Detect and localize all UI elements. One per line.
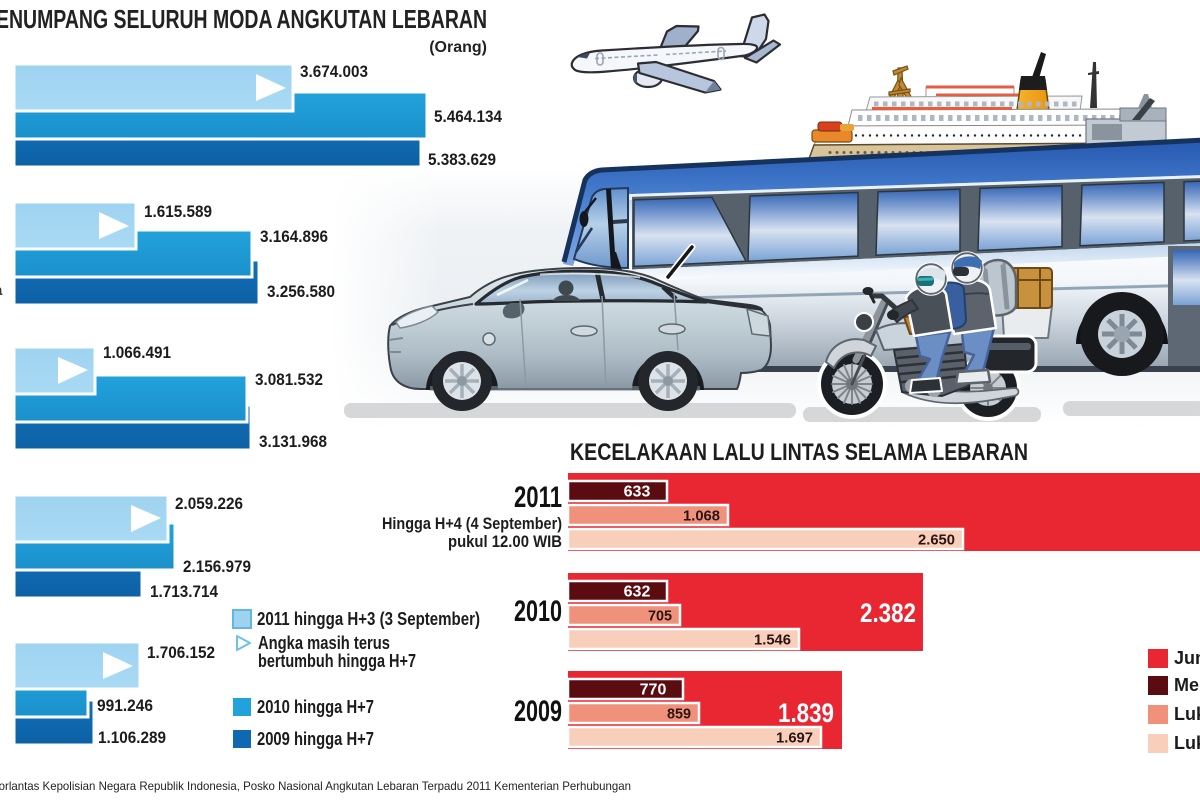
svg-text:Luka berat: Luka berat [1174,704,1200,724]
svg-text:2.650: 2.650 [918,532,955,549]
svg-text:(Orang): (Orang) [429,39,487,56]
svg-text:2009 hingga H+7: 2009 hingga H+7 [257,729,374,749]
svg-text:770: 770 [640,682,667,699]
svg-text:1.706.152: 1.706.152 [147,644,215,662]
svg-text:3.164.896: 3.164.896 [260,228,328,246]
svg-text:3.674.003: 3.674.003 [300,63,368,81]
svg-text:1.713.714: 1.713.714 [150,583,219,601]
svg-text:3.081.532: 3.081.532 [255,371,323,389]
svg-text:1.615.589: 1.615.589 [144,203,212,221]
svg-text:pukul 12.00 WIB: pukul 12.00 WIB [448,533,562,551]
svg-text:KECELAKAAN LALU LINTAS SELAMA: KECELAKAAN LALU LINTAS SELAMA LEBARAN [570,439,1028,466]
svg-text:Luka ringan: Luka ringan [1174,733,1200,753]
svg-text:1.697: 1.697 [776,730,813,747]
svg-text:Angka masih terus: Angka masih terus [258,633,390,653]
svg-text:633: 633 [624,484,651,501]
svg-text:991.246: 991.246 [97,697,153,715]
svg-text:PENUMPANG SELURUH MODA ANGKUTA: PENUMPANG SELURUH MODA ANGKUTAN LEBARAN [0,4,487,34]
svg-text:1.068: 1.068 [683,508,720,525]
svg-text:5.464.134: 5.464.134 [434,108,503,126]
svg-text:5.383.629: 5.383.629 [428,151,496,169]
svg-text:Hingga H+4 (4 September): Hingga H+4 (4 September) [382,515,562,533]
svg-text:2.382: 2.382 [860,598,916,628]
svg-text:Jumlah kecelakaan: Jumlah kecelakaan [1174,648,1200,668]
svg-text:Meninggal: Meninggal [1174,675,1200,695]
svg-text:2010 hingga H+7: 2010 hingga H+7 [257,697,374,717]
svg-text:3.131.968: 3.131.968 [259,433,327,451]
svg-text:Korlantas Kepolisian Negara Re: Korlantas Kepolisian Negara Republik Ind… [0,779,631,793]
svg-text:2.156.979: 2.156.979 [183,558,251,576]
svg-text:1.546: 1.546 [754,632,791,649]
svg-text:1.839: 1.839 [778,698,834,728]
svg-text:859: 859 [667,706,691,723]
svg-text:2011: 2011 [514,481,562,514]
svg-text:1.066.491: 1.066.491 [103,344,171,362]
svg-text:632: 632 [624,584,651,601]
svg-text:2011 hingga H+3 (3 September): 2011 hingga H+3 (3 September) [257,609,480,629]
svg-text:1.106.289: 1.106.289 [98,729,166,747]
svg-text:705: 705 [648,608,672,625]
svg-text:bertumbuh hingga H+7: bertumbuh hingga H+7 [258,651,416,671]
svg-text:a: a [0,282,3,299]
svg-text:2009: 2009 [514,695,562,728]
svg-text:3.256.580: 3.256.580 [267,283,335,301]
svg-text:2010: 2010 [514,595,562,628]
svg-text:2.059.226: 2.059.226 [175,495,243,513]
